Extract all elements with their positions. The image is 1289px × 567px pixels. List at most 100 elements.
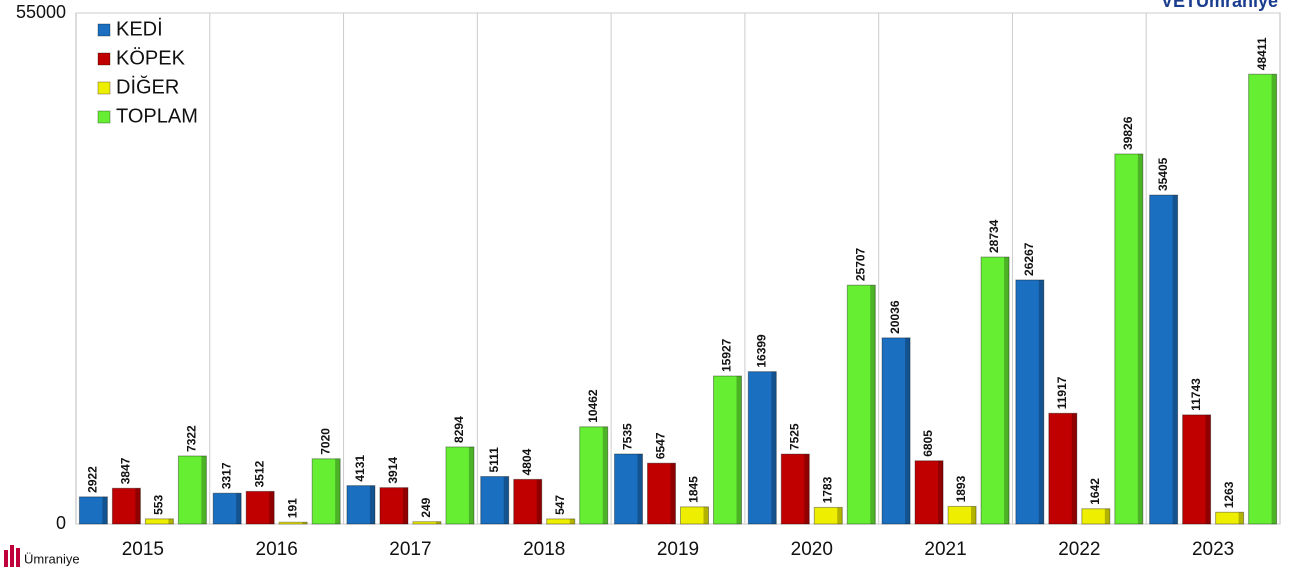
bar bbox=[480, 476, 510, 525]
bar bbox=[1149, 194, 1179, 525]
x-tick-label: 2022 bbox=[1058, 539, 1100, 560]
data-label: 15927 bbox=[720, 338, 734, 372]
bar bbox=[747, 371, 777, 525]
data-label: 1642 bbox=[1088, 478, 1102, 505]
data-label: 11917 bbox=[1055, 376, 1069, 409]
bar-shade bbox=[369, 485, 375, 524]
data-label: 25707 bbox=[853, 247, 867, 281]
bar-shade bbox=[1104, 508, 1110, 524]
data-label: 1893 bbox=[954, 475, 968, 502]
bar-shade bbox=[1004, 257, 1010, 524]
data-label: 249 bbox=[419, 497, 433, 517]
bar-shade bbox=[736, 376, 742, 524]
bar-shade bbox=[1172, 195, 1178, 524]
data-label: 7525 bbox=[787, 423, 801, 450]
legend-label: TOPLAM bbox=[116, 105, 198, 127]
bar bbox=[212, 492, 242, 525]
bar bbox=[1114, 153, 1144, 525]
data-label: 547 bbox=[553, 495, 567, 515]
data-label: 2922 bbox=[86, 466, 100, 493]
logo-mark bbox=[4, 545, 20, 567]
data-label: 3512 bbox=[252, 460, 266, 487]
bar-shade bbox=[971, 506, 977, 524]
bar-shade bbox=[102, 496, 108, 524]
bar bbox=[579, 426, 609, 525]
bar-shade bbox=[168, 518, 174, 524]
bar bbox=[245, 490, 275, 525]
bar bbox=[1081, 508, 1111, 525]
bar-shade bbox=[938, 460, 944, 524]
bar-shade bbox=[837, 507, 843, 524]
bar bbox=[614, 453, 643, 525]
bar-shade bbox=[536, 479, 542, 524]
bar-shade bbox=[637, 453, 643, 524]
data-label: 8294 bbox=[452, 416, 466, 443]
x-tick-label: 2019 bbox=[657, 539, 699, 560]
x-tick-label: 2016 bbox=[256, 539, 298, 560]
data-label: 48411 bbox=[1255, 37, 1269, 70]
bar-shade bbox=[1038, 279, 1044, 524]
bar bbox=[881, 337, 911, 525]
bar bbox=[78, 496, 108, 525]
legend-label: KEDİ bbox=[116, 17, 163, 40]
bar bbox=[780, 453, 810, 525]
x-tick-label: 2017 bbox=[389, 539, 431, 560]
logo-bottom: Ümraniye bbox=[24, 551, 80, 566]
bar-shade bbox=[236, 493, 242, 524]
bar bbox=[144, 518, 174, 525]
bar bbox=[1215, 511, 1245, 525]
bar bbox=[311, 458, 341, 525]
bar-shade bbox=[269, 491, 275, 524]
x-tick-label: 2015 bbox=[122, 539, 164, 560]
data-label: 16399 bbox=[754, 334, 768, 368]
data-label: 4131 bbox=[353, 455, 367, 482]
x-tick-label: 2018 bbox=[523, 539, 565, 560]
data-label: 5111 bbox=[487, 447, 501, 473]
data-label: 7020 bbox=[318, 428, 332, 455]
data-label: 6805 bbox=[921, 430, 935, 457]
bar bbox=[546, 518, 576, 525]
bar-shade bbox=[870, 285, 876, 524]
x-tick-label: 2021 bbox=[924, 539, 966, 560]
bar-shade bbox=[602, 426, 608, 524]
bar-shade bbox=[1137, 153, 1143, 524]
bar-shade bbox=[703, 506, 709, 524]
bar bbox=[846, 284, 876, 525]
bar-shade bbox=[435, 521, 441, 524]
bar bbox=[1182, 414, 1212, 525]
bar-shade bbox=[503, 476, 509, 524]
bar-shade bbox=[335, 458, 341, 524]
bar-shade bbox=[771, 371, 777, 524]
bar bbox=[980, 256, 1010, 525]
bar-shade bbox=[1071, 413, 1077, 524]
bar-shade bbox=[905, 337, 911, 524]
data-label: 191 bbox=[285, 498, 299, 518]
bar bbox=[947, 505, 977, 525]
bar bbox=[680, 506, 709, 525]
data-label: 1845 bbox=[687, 476, 701, 503]
data-label: 11743 bbox=[1189, 378, 1203, 411]
data-label: 6547 bbox=[654, 432, 668, 459]
data-label: 28734 bbox=[987, 219, 1001, 253]
legend-swatch bbox=[97, 23, 111, 37]
bar-shade bbox=[201, 455, 207, 524]
bar-shade bbox=[135, 488, 141, 524]
bar bbox=[278, 521, 308, 525]
data-label: 1263 bbox=[1222, 481, 1236, 508]
data-label: 4804 bbox=[520, 448, 534, 475]
data-label: 26267 bbox=[1022, 242, 1036, 276]
bar bbox=[445, 446, 475, 525]
bar-shade bbox=[569, 518, 575, 524]
bar bbox=[1048, 412, 1078, 525]
bar bbox=[513, 478, 543, 525]
plot-area bbox=[75, 12, 1281, 525]
data-label: 20036 bbox=[888, 300, 902, 334]
bar bbox=[346, 485, 376, 525]
x-tick-label: 2020 bbox=[791, 539, 833, 560]
bar-shade bbox=[804, 454, 810, 524]
data-label: 10462 bbox=[586, 389, 600, 423]
logo-top: VETÜmraniye bbox=[1161, 0, 1278, 11]
data-label: 7322 bbox=[185, 425, 199, 452]
bar bbox=[111, 487, 141, 525]
data-label: 3847 bbox=[119, 457, 133, 484]
